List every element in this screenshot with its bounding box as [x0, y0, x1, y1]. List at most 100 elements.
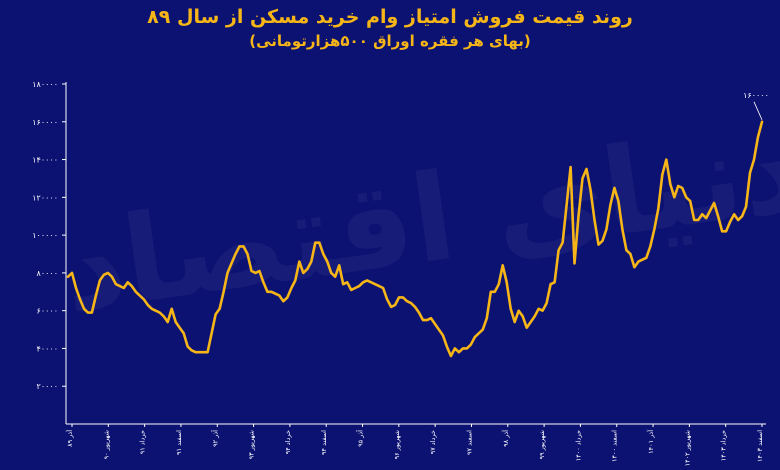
data-point — [677, 185, 679, 187]
data-point — [311, 261, 313, 263]
data-point — [689, 200, 691, 202]
y-tick-label: ۱۴۰۰۰۰ — [32, 156, 58, 165]
x-tick-label: شهریور ۹۹ — [538, 430, 546, 459]
data-point — [91, 312, 93, 314]
data-point — [299, 261, 301, 263]
data-point — [586, 168, 588, 170]
data-point — [354, 287, 356, 289]
annotation-leader — [753, 101, 763, 120]
data-point — [542, 310, 544, 312]
data-point — [291, 287, 293, 289]
data-point — [338, 265, 340, 267]
chart-subtitle: (بهای هر فقره اوراق ۵۰۰هزارتومانی) — [249, 32, 531, 50]
data-point — [247, 253, 249, 255]
data-point — [654, 229, 656, 231]
data-point — [697, 219, 699, 221]
chart-series — [66, 120, 764, 358]
chart-axes — [65, 82, 766, 425]
y-tick-label: ۲۰۰۰۰ — [37, 382, 58, 391]
data-point — [131, 285, 133, 287]
chart-annotations: ۱۶۰۰۰۰ — [743, 91, 769, 120]
data-point — [139, 295, 141, 297]
data-point — [203, 351, 205, 353]
data-point — [530, 321, 532, 323]
data-point — [658, 208, 660, 210]
data-point — [231, 263, 233, 265]
x-tick-label: آذر ۹۵ — [356, 429, 365, 447]
data-point — [446, 346, 448, 348]
x-tick-label: اسفند ۹۷ — [465, 430, 473, 455]
annotation-label: ۱۶۰۰۰۰ — [743, 91, 769, 100]
data-point — [470, 344, 472, 346]
data-point — [119, 285, 121, 287]
data-point — [761, 121, 763, 123]
y-tick-label: ۸۰۰۰۰ — [37, 269, 58, 278]
data-point — [366, 280, 368, 282]
data-point — [342, 283, 344, 285]
data-point — [745, 206, 747, 208]
data-point — [279, 295, 281, 297]
data-point — [191, 350, 193, 352]
x-tick-label: آذر ۸۹ — [65, 429, 74, 447]
data-point — [374, 283, 376, 285]
y-tick-label: ۱۶۰۰۰۰ — [32, 118, 58, 127]
data-point — [195, 351, 197, 353]
data-point — [207, 351, 209, 353]
x-tick-label: آذر ۹۸ — [501, 429, 510, 447]
data-point — [271, 291, 273, 293]
data-point — [219, 308, 221, 310]
x-tick-label: شهریور ۹۰ — [102, 430, 110, 459]
x-tick-label: آذر ۱۴۰۱ — [646, 429, 655, 454]
data-point — [693, 219, 695, 221]
data-point — [610, 204, 612, 206]
data-point — [685, 197, 687, 199]
data-point — [602, 240, 604, 242]
data-point — [103, 274, 105, 276]
data-point — [151, 308, 153, 310]
data-point — [574, 263, 576, 265]
y-tick-label: ۶۰۰۰۰ — [37, 307, 58, 316]
data-point — [287, 297, 289, 299]
data-point — [709, 210, 711, 212]
data-point — [295, 280, 297, 282]
data-point — [582, 178, 584, 180]
x-tick-label: خرداد ۹۴ — [284, 430, 292, 454]
data-point — [95, 295, 97, 297]
data-point — [518, 310, 520, 312]
chart-title: روند قیمت فروش امتیاز وام خرید مسکن از س… — [147, 6, 633, 28]
data-point — [490, 291, 492, 293]
data-point — [414, 306, 416, 308]
data-point — [382, 287, 384, 289]
data-point — [107, 272, 109, 274]
data-point — [454, 348, 456, 350]
data-point — [526, 327, 528, 329]
data-point — [590, 189, 592, 191]
data-point — [418, 312, 420, 314]
data-point — [422, 319, 424, 321]
data-point — [538, 308, 540, 310]
data-point — [127, 282, 129, 284]
x-tick-label: شهریور ۱۴۰۲ — [683, 430, 691, 466]
y-tick-label: ۴۰۰۰۰ — [37, 344, 58, 353]
x-tick-label: خرداد ۹۱ — [139, 430, 147, 454]
data-point — [147, 304, 149, 306]
data-point — [514, 321, 516, 323]
data-point — [330, 272, 332, 274]
data-point — [646, 257, 648, 259]
data-point — [263, 282, 265, 284]
data-point — [227, 272, 229, 274]
y-tick-label: ۱۲۰۰۰۰ — [32, 193, 58, 202]
data-point — [410, 302, 412, 304]
data-point — [642, 259, 644, 261]
data-point — [143, 299, 145, 301]
data-point — [243, 246, 245, 248]
data-point — [666, 159, 668, 161]
data-point — [215, 314, 217, 316]
data-point — [71, 272, 73, 274]
data-point — [570, 166, 572, 168]
chart-title-block: روند قیمت فروش امتیاز وام خرید مسکن از س… — [0, 0, 780, 52]
data-point — [705, 217, 707, 219]
y-tick-label: ۱۰۰۰۰۰ — [32, 231, 58, 240]
data-point — [534, 316, 536, 318]
